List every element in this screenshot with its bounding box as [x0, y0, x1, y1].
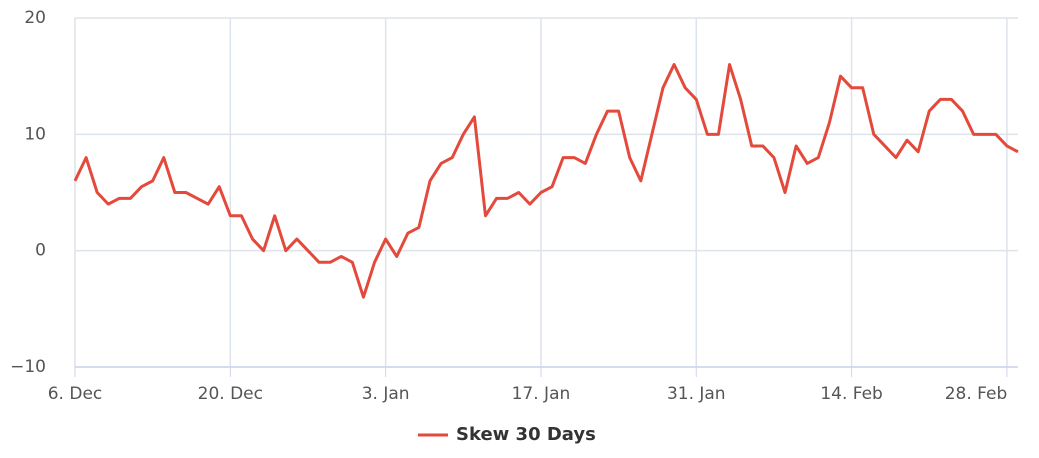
legend: Skew 30 Days — [418, 424, 596, 445]
x-tick-label: 31. Jan — [667, 384, 726, 404]
x-tick-label: 20. Dec — [198, 384, 263, 404]
x-tick-label: 14. Feb — [820, 384, 883, 404]
y-tick-label: −10 — [10, 357, 46, 377]
series-line — [73, 63, 1019, 299]
y-tick-label: 10 — [24, 124, 46, 144]
x-tick-label: 3. Jan — [362, 384, 410, 404]
x-tick-label: 6. Dec — [48, 384, 103, 404]
y-tick-label: 20 — [24, 8, 46, 28]
y-tick-label: 0 — [35, 241, 46, 261]
legend-label: Skew 30 Days — [456, 424, 596, 445]
x-tick-label: 17. Jan — [512, 384, 571, 404]
x-tick-label: 28. Feb — [945, 384, 1008, 404]
